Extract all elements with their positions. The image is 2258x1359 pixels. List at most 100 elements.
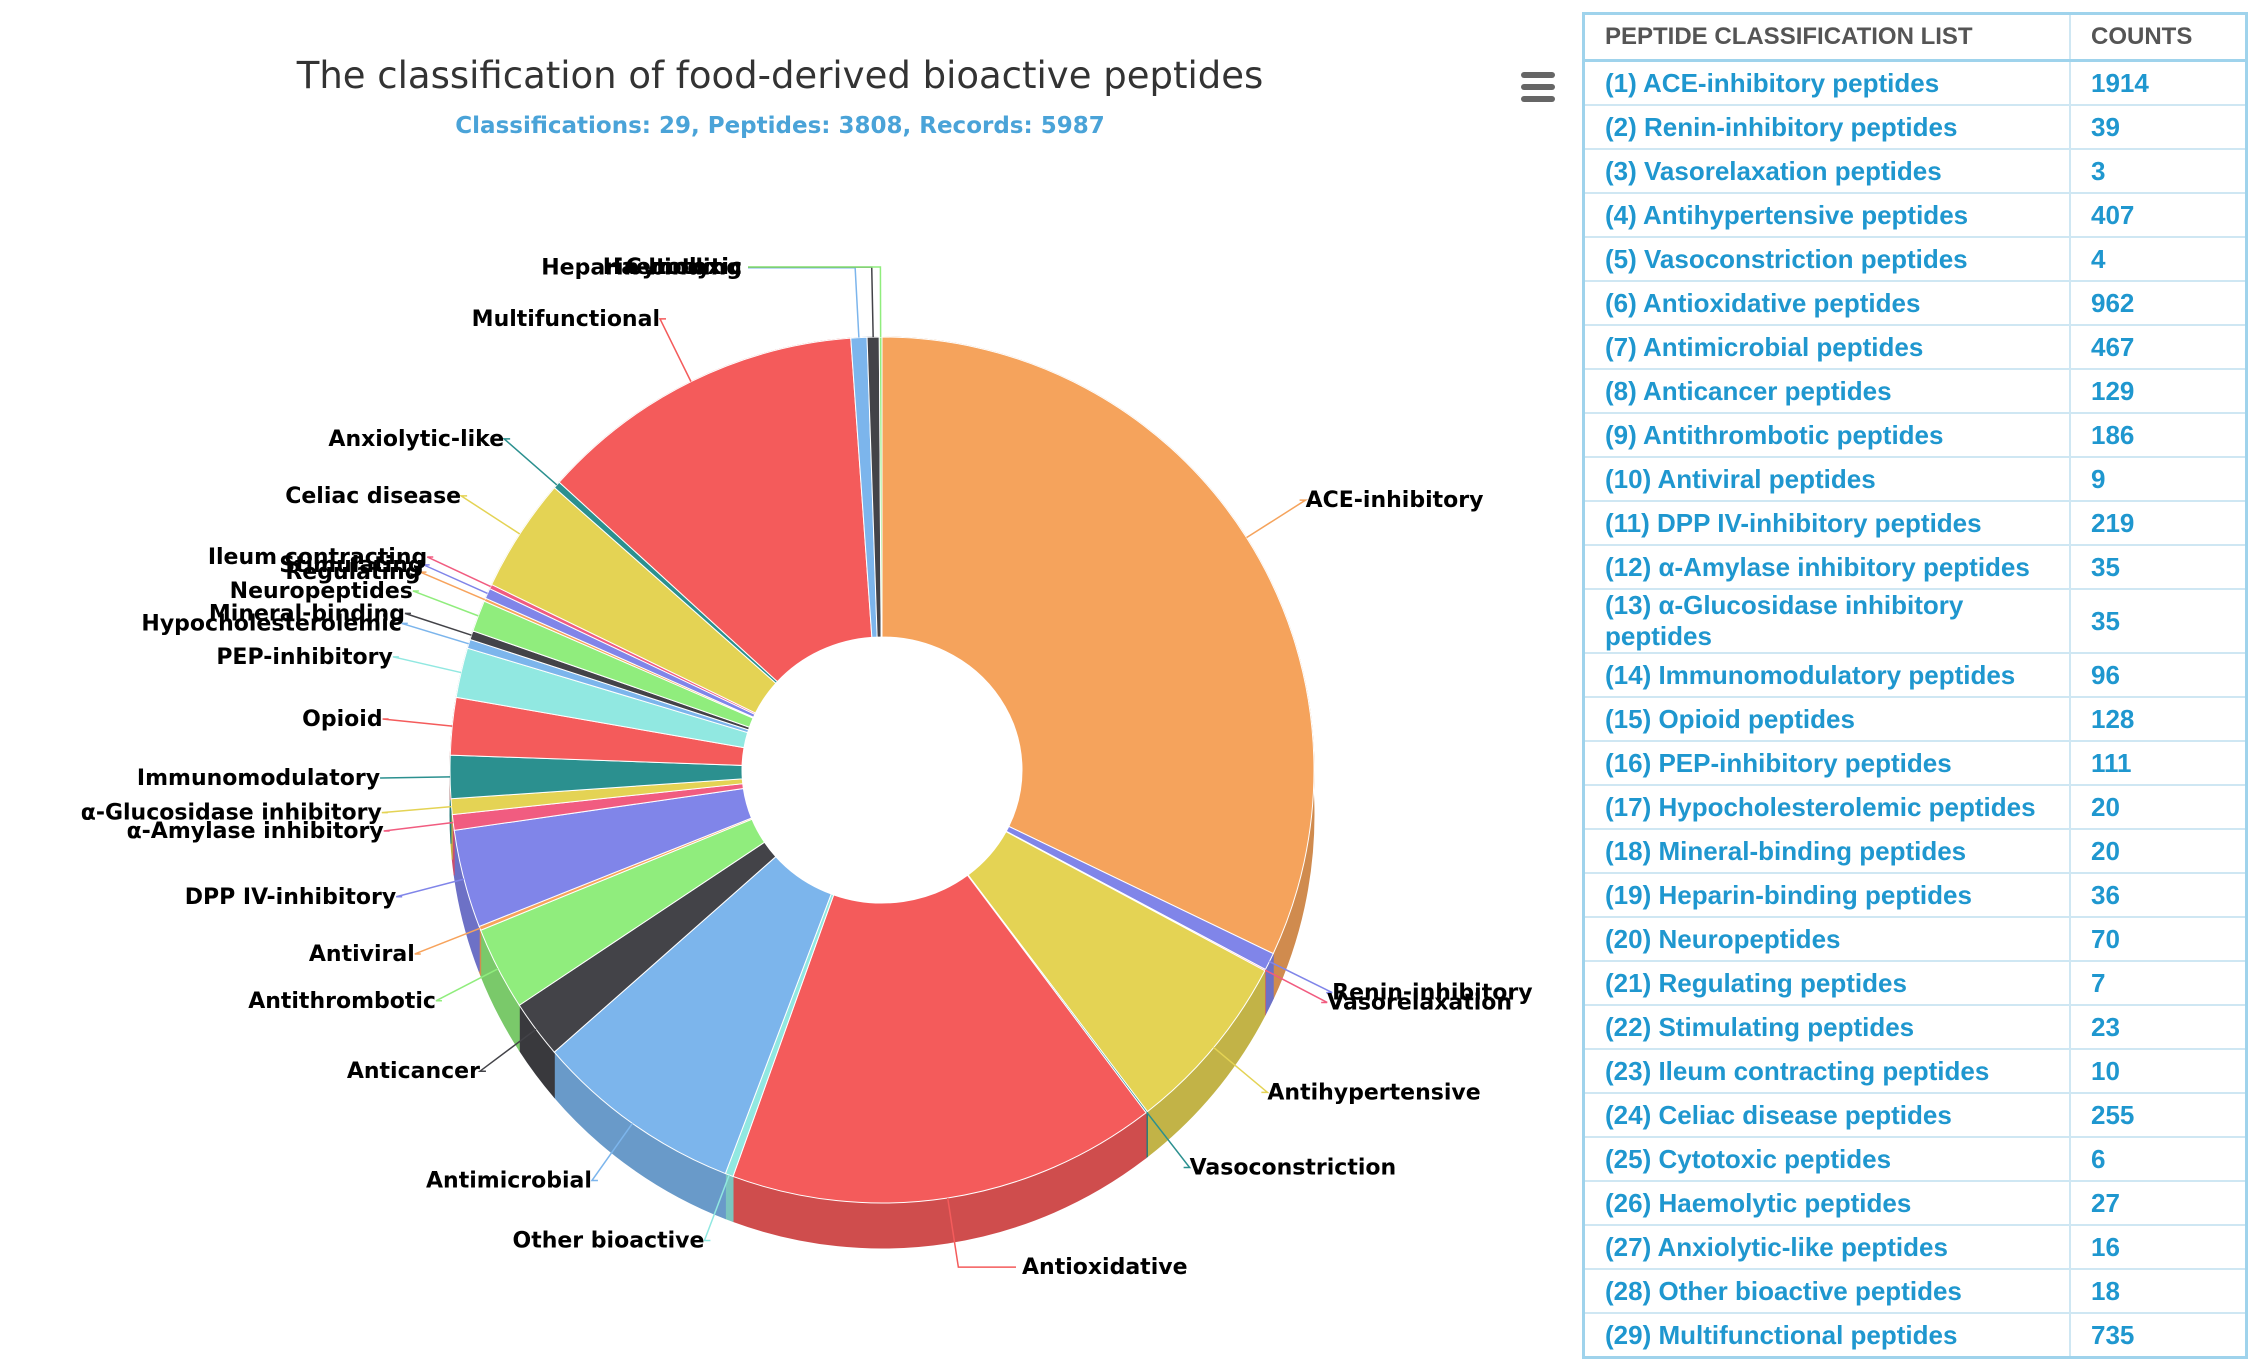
classification-name[interactable]: (15) Opioid peptides — [1582, 696, 2071, 742]
connector-vasoconstriction — [1146, 1111, 1192, 1169]
classification-count: 36 — [2069, 872, 2248, 918]
classification-count: 16 — [2069, 1224, 2248, 1270]
table-row[interactable]: (7) Antimicrobial peptides 467 — [1582, 324, 2248, 370]
label-antimicrobial: Antimicrobial — [426, 1169, 592, 1194]
classification-name[interactable]: (29) Multifunctional peptides — [1582, 1312, 2071, 1359]
classification-name[interactable]: (8) Anticancer peptides — [1582, 368, 2071, 414]
classification-name[interactable]: (11) DPP IV-inhibitory peptides — [1582, 500, 2071, 546]
table-row[interactable]: (12) α-Amylase inhibitory peptides 35 — [1582, 544, 2248, 590]
table-row[interactable]: (28) Other bioactive peptides 18 — [1582, 1268, 2248, 1314]
table-row[interactable]: (4) Antihypertensive peptides 407 — [1582, 192, 2248, 238]
classification-name[interactable]: (24) Celiac disease peptides — [1582, 1092, 2071, 1138]
table-row[interactable]: (1) ACE-inhibitory peptides 1914 — [1582, 59, 2248, 106]
classification-count: 23 — [2069, 1004, 2248, 1050]
table-row[interactable]: (14) Immunomodulatory peptides 96 — [1582, 652, 2248, 698]
connector-amylase-inhibitory — [383, 821, 454, 832]
label-cytotoxic: Cytotoxic — [625, 255, 742, 280]
connector-renin-inhibitory — [1269, 960, 1333, 994]
connector-anticancer — [477, 1028, 537, 1072]
connector-cytotoxic — [748, 266, 882, 338]
classification-count: 1914 — [2069, 59, 2248, 106]
table-row[interactable]: (21) Regulating peptides 7 — [1582, 960, 2248, 1006]
classification-name[interactable]: (1) ACE-inhibitory peptides — [1582, 59, 2071, 106]
classification-name[interactable]: (13) α-Glucosidase inhibitory peptides — [1582, 588, 2071, 654]
connector-antimicrobial — [590, 1122, 633, 1182]
table-row[interactable]: (23) Ileum contracting peptides 10 — [1582, 1048, 2248, 1094]
connector-multifunctional — [658, 318, 692, 382]
table-row[interactable]: (8) Anticancer peptides 129 — [1582, 368, 2248, 414]
classification-name[interactable]: (6) Antioxidative peptides — [1582, 280, 2071, 326]
table-row[interactable]: (27) Anxiolytic-like peptides 16 — [1582, 1224, 2248, 1270]
table-row[interactable]: (17) Hypocholesterolemic peptides 20 — [1582, 784, 2248, 830]
table-row[interactable]: (16) PEP-inhibitory peptides 111 — [1582, 740, 2248, 786]
label-ileum-contracting: Ileum contracting — [208, 545, 427, 570]
connector-haemolytic — [748, 266, 874, 338]
classification-count: 20 — [2069, 828, 2248, 874]
classification-name[interactable]: (28) Other bioactive peptides — [1582, 1268, 2071, 1314]
table-row[interactable]: (2) Renin-inhibitory peptides 39 — [1582, 104, 2248, 150]
classification-name[interactable]: (9) Antithrombotic peptides — [1582, 412, 2071, 458]
classification-name[interactable]: (14) Immunomodulatory peptides — [1582, 652, 2071, 698]
classification-name[interactable]: (10) Antiviral peptides — [1582, 456, 2071, 502]
classification-name[interactable]: (20) Neuropeptides — [1582, 916, 2071, 962]
table-row[interactable]: (19) Heparin-binding peptides 36 — [1582, 872, 2248, 918]
connector-anxiolytic-like — [502, 438, 558, 486]
table-row[interactable]: (6) Antioxidative peptides 962 — [1582, 280, 2248, 326]
classification-name[interactable]: (27) Anxiolytic-like peptides — [1582, 1224, 2071, 1270]
classification-name[interactable]: (21) Regulating peptides — [1582, 960, 2071, 1006]
classification-name[interactable]: (23) Ileum contracting peptides — [1582, 1048, 2071, 1094]
classification-name[interactable]: (25) Cytotoxic peptides — [1582, 1136, 2071, 1182]
classification-count: 128 — [2069, 696, 2248, 742]
table-row[interactable]: (5) Vasoconstriction peptides 4 — [1582, 236, 2248, 282]
classification-name[interactable]: (2) Renin-inhibitory peptides — [1582, 104, 2071, 150]
header-counts[interactable]: COUNTS — [2069, 12, 2248, 62]
connector-ileum-contracting — [426, 556, 491, 588]
table-row[interactable]: (24) Celiac disease peptides 255 — [1582, 1092, 2248, 1138]
label-hypocholesterolemic: Hypocholesterolemic — [141, 611, 401, 636]
table-row[interactable]: (13) α-Glucosidase inhibitory peptides 35 — [1582, 588, 2248, 654]
classification-count: 6 — [2069, 1136, 2248, 1182]
label-anxiolytic-like: Anxiolytic-like — [328, 427, 504, 452]
label-vasorelaxation: Vasorelaxation — [1327, 990, 1512, 1015]
table-row[interactable]: (3) Vasorelaxation peptides 3 — [1582, 148, 2248, 194]
classification-name[interactable]: (12) α-Amylase inhibitory peptides — [1582, 544, 2071, 590]
donut-hole — [742, 637, 1022, 903]
classification-name[interactable]: (3) Vasorelaxation peptides — [1582, 148, 2071, 194]
table-row[interactable]: (29) Multifunctional peptides 735 — [1582, 1312, 2248, 1359]
label-mineral-binding: Mineral-binding — [209, 601, 405, 626]
table-row[interactable]: (25) Cytotoxic peptides 6 — [1582, 1136, 2248, 1182]
table-row[interactable]: (9) Antithrombotic peptides 186 — [1582, 412, 2248, 458]
table-row[interactable]: (26) Haemolytic peptides 27 — [1582, 1180, 2248, 1226]
classification-name[interactable]: (18) Mineral-binding peptides — [1582, 828, 2071, 874]
classification-name[interactable]: (26) Haemolytic peptides — [1582, 1180, 2071, 1226]
peptide-classification-table: PEPTIDE CLASSIFICATION LIST COUNTS (1) A… — [1582, 12, 2248, 1359]
table-row[interactable]: (10) Antiviral peptides 9 — [1582, 456, 2248, 502]
label-dpp-iv-inhibitory: DPP IV-inhibitory — [185, 885, 396, 910]
classification-name[interactable]: (4) Antihypertensive peptides — [1582, 192, 2071, 238]
classification-name[interactable]: (19) Heparin-binding peptides — [1582, 872, 2071, 918]
connector-heparin-binding — [748, 266, 860, 338]
classification-name[interactable]: (16) PEP-inhibitory peptides — [1582, 740, 2071, 786]
classification-count: 735 — [2069, 1312, 2248, 1359]
classification-count: 96 — [2069, 652, 2248, 698]
table-row[interactable]: (20) Neuropeptides 70 — [1582, 916, 2248, 962]
classification-name[interactable]: (22) Stimulating peptides — [1582, 1004, 2071, 1050]
classification-name[interactable]: (5) Vasoconstriction peptides — [1582, 236, 2071, 282]
connector-hypocholesterolemic — [401, 622, 469, 645]
label-ace-inhibitory: ACE-inhibitory — [1306, 488, 1484, 513]
classification-count: 111 — [2069, 740, 2248, 786]
table-row[interactable]: (22) Stimulating peptides 23 — [1582, 1004, 2248, 1050]
hamburger-menu-icon[interactable] — [1518, 70, 1560, 104]
table-row[interactable]: (18) Mineral-binding peptides 20 — [1582, 828, 2248, 874]
classification-name[interactable]: (17) Hypocholesterolemic peptides — [1582, 784, 2071, 830]
classification-name[interactable]: (7) Antimicrobial peptides — [1582, 324, 2071, 370]
classification-count: 35 — [2069, 588, 2248, 654]
connector-opioid — [382, 718, 453, 727]
connector-glucosidase-inhibitory — [381, 805, 452, 814]
table-row[interactable]: (15) Opioid peptides 128 — [1582, 696, 2248, 742]
classification-count: 4 — [2069, 236, 2248, 282]
classification-count: 70 — [2069, 916, 2248, 962]
connector-vasorelaxation — [1264, 969, 1328, 1004]
table-row[interactable]: (11) DPP IV-inhibitory peptides 219 — [1582, 500, 2248, 546]
header-classification[interactable]: PEPTIDE CLASSIFICATION LIST — [1582, 12, 2071, 62]
